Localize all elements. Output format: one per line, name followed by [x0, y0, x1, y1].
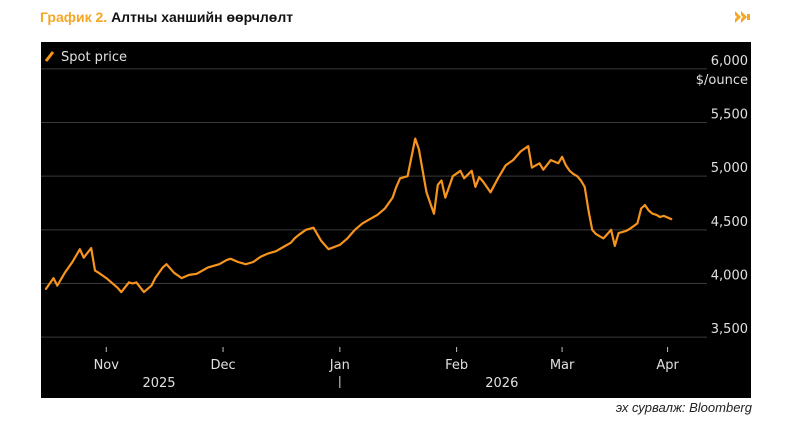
y-axis: 3,500 4,000 4,500 5,000 5,500 6,000	[711, 54, 748, 337]
chart-panel: 3,500 4,000 4,500 5,000 5,500 6,000 Nov Dec Jan…	[41, 42, 751, 398]
y-tick-label: 5,000	[711, 161, 748, 176]
legend: Spot price	[44, 50, 127, 65]
x-axis: Nov Dec Jan Feb Mar Apr 2025 2026	[94, 347, 679, 391]
x-tick-label: Dec	[210, 358, 235, 373]
figure-title-text: Алтны ханшийн өөрчлөлт	[111, 9, 294, 25]
grid	[41, 68, 707, 338]
y-tick-label: 6,000	[711, 54, 748, 69]
x-tick-label: Apr	[656, 358, 679, 373]
x-tick-label: Jan	[329, 358, 350, 373]
x-year-label: 2025	[142, 376, 175, 391]
y-tick-label: 4,500	[711, 215, 748, 230]
double-arrow-right-icon[interactable]	[735, 11, 751, 23]
x-tick-label: Nov	[94, 358, 120, 373]
y-tick-label: 4,000	[711, 269, 748, 284]
series	[44, 137, 673, 294]
gold-price-chart: 3,500 4,000 4,500 5,000 5,500 6,000 Nov Dec Jan…	[41, 50, 748, 391]
orange-line-swatch-icon	[44, 51, 55, 62]
y-axis-unit-label: $/ounce	[696, 73, 748, 88]
legend-label: Spot price	[61, 50, 127, 65]
y-tick-label: 3,500	[711, 322, 748, 337]
source-note: эх сурвалж: Bloomberg	[615, 400, 752, 415]
x-tick-label: Feb	[445, 358, 468, 373]
figure-number: График 2.	[40, 9, 108, 25]
x-tick-label: Mar	[550, 358, 575, 373]
y-tick-label: 5,500	[711, 108, 748, 123]
x-year-label: 2026	[485, 376, 518, 391]
series-line-spot-price	[44, 137, 673, 294]
figure-title: График 2. Алтны ханшийн өөрчлөлт	[40, 9, 293, 25]
